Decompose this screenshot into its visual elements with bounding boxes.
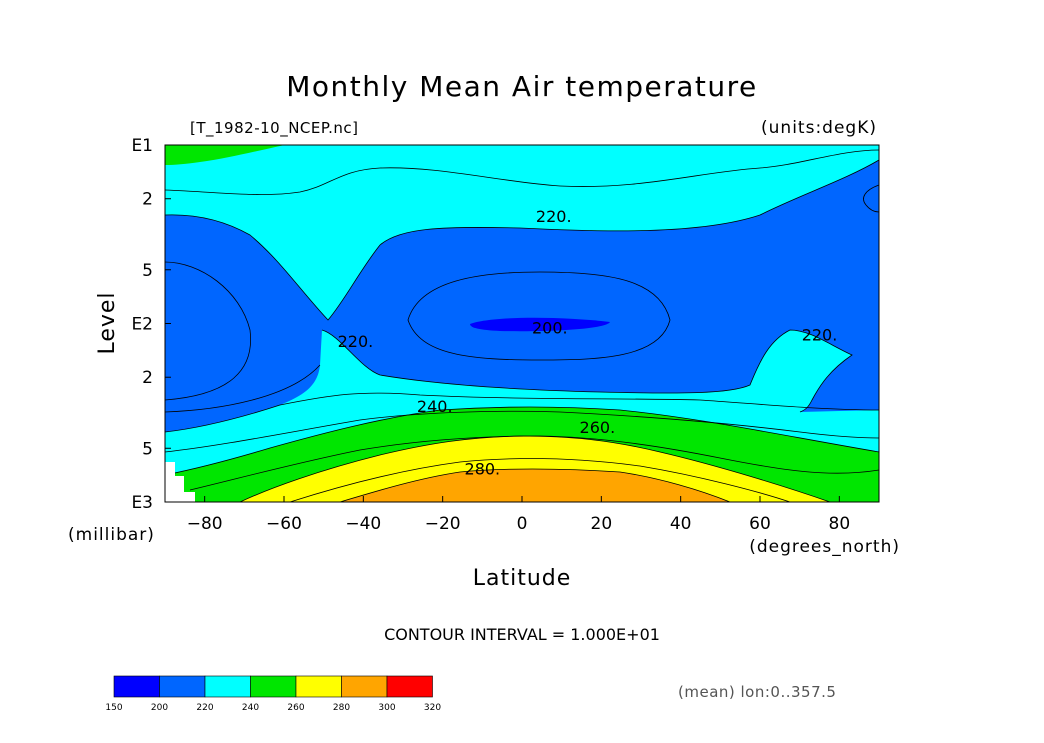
x-tick-label: −40 bbox=[345, 514, 381, 534]
contour-interval-label: CONTOUR INTERVAL = 1.000E+01 bbox=[384, 625, 660, 644]
colorbar-swatch bbox=[386, 675, 433, 698]
colorbar-level-label: 280 bbox=[333, 703, 350, 713]
x-units-label: (degrees_north) bbox=[749, 537, 900, 557]
contour-label: 220. bbox=[536, 207, 572, 226]
colorbar-level-label: 150 bbox=[105, 703, 122, 713]
colorbar-level-label: 240 bbox=[242, 703, 259, 713]
colorbar-swatch bbox=[295, 675, 342, 698]
contour-line bbox=[239, 435, 831, 503]
contour-line bbox=[164, 159, 880, 321]
colorbar-swatch bbox=[341, 675, 388, 698]
x-tick-label: 80 bbox=[829, 514, 851, 534]
contour-lines bbox=[164, 149, 880, 503]
contour-line bbox=[164, 261, 252, 401]
contour-label: 260. bbox=[580, 418, 616, 437]
y-tick-label: E2 bbox=[131, 315, 153, 335]
contour-line bbox=[339, 468, 731, 503]
contour-label-layer: 220. 200. 220. 220. 240. 260. 280. bbox=[338, 207, 838, 479]
x-tick-label: −20 bbox=[425, 514, 461, 534]
colorbar-level-label: 200 bbox=[151, 703, 168, 713]
contour-line bbox=[863, 184, 880, 213]
contour-line bbox=[164, 364, 321, 413]
x-tick-label: 20 bbox=[591, 514, 613, 534]
contour-label: 220. bbox=[338, 332, 374, 351]
band-150-200-core bbox=[470, 317, 610, 332]
x-tick-label: −80 bbox=[187, 514, 223, 534]
colorbar-level-label: 300 bbox=[378, 703, 395, 713]
contour-line bbox=[164, 410, 880, 453]
band-280-300 bbox=[340, 469, 730, 502]
chart-title: Monthly Mean Air temperature bbox=[286, 70, 758, 103]
contour-line bbox=[407, 271, 671, 361]
y-axis-title: Level bbox=[95, 291, 120, 354]
plot-area bbox=[164, 144, 880, 503]
y-tick-label: E3 bbox=[131, 493, 153, 513]
band-220-240-top bbox=[165, 145, 879, 320]
y-tick-label: 2 bbox=[142, 368, 153, 388]
x-tick-label: −60 bbox=[266, 514, 302, 534]
missing-data-patch bbox=[165, 462, 195, 502]
contour-line bbox=[164, 392, 880, 433]
x-tick-label: 40 bbox=[670, 514, 692, 534]
contour-label: 240. bbox=[417, 397, 453, 416]
colorbar-level-label: 260 bbox=[287, 703, 304, 713]
colorbar-swatch bbox=[159, 675, 206, 698]
colorbar-level-label: 320 bbox=[424, 703, 441, 713]
x-axis-title: Latitude bbox=[473, 566, 572, 591]
band-240-260-topleft bbox=[165, 145, 285, 165]
colorbar-swatch bbox=[250, 675, 297, 698]
colorbar-swatch bbox=[113, 675, 160, 698]
x-axis: −80 −60 −40 −20 0 20 40 60 80 bbox=[187, 496, 850, 534]
colorbar-swatch bbox=[204, 675, 251, 698]
contour-label: 200. bbox=[532, 318, 568, 337]
y-tick-label: 2 bbox=[142, 190, 153, 210]
x-tick-label: 0 bbox=[517, 514, 528, 534]
x-tick-label: 60 bbox=[749, 514, 771, 534]
contour-label: 280. bbox=[465, 460, 501, 479]
averaging-note: (mean) lon:0..357.5 bbox=[678, 683, 836, 701]
y-axis: E1 2 5 E2 2 5 E3 bbox=[131, 136, 171, 513]
y-tick-label: 5 bbox=[142, 261, 153, 281]
units-label: (units:degK) bbox=[761, 118, 877, 138]
y-tick-label: E1 bbox=[131, 136, 153, 156]
contour-line bbox=[164, 406, 880, 476]
colorbar: 150 200 220 240 260 280 300 320 bbox=[105, 675, 441, 713]
y-tick-label: 5 bbox=[142, 439, 153, 459]
contour-label: 220. bbox=[802, 325, 838, 344]
file-label: [T_1982-10_NCEP.nc] bbox=[190, 119, 358, 138]
contour-line bbox=[164, 149, 880, 195]
contour-line bbox=[321, 329, 853, 413]
y-units-label: (millibar) bbox=[68, 525, 155, 545]
colorbar-level-label: 220 bbox=[196, 703, 213, 713]
contour-line bbox=[289, 458, 791, 503]
